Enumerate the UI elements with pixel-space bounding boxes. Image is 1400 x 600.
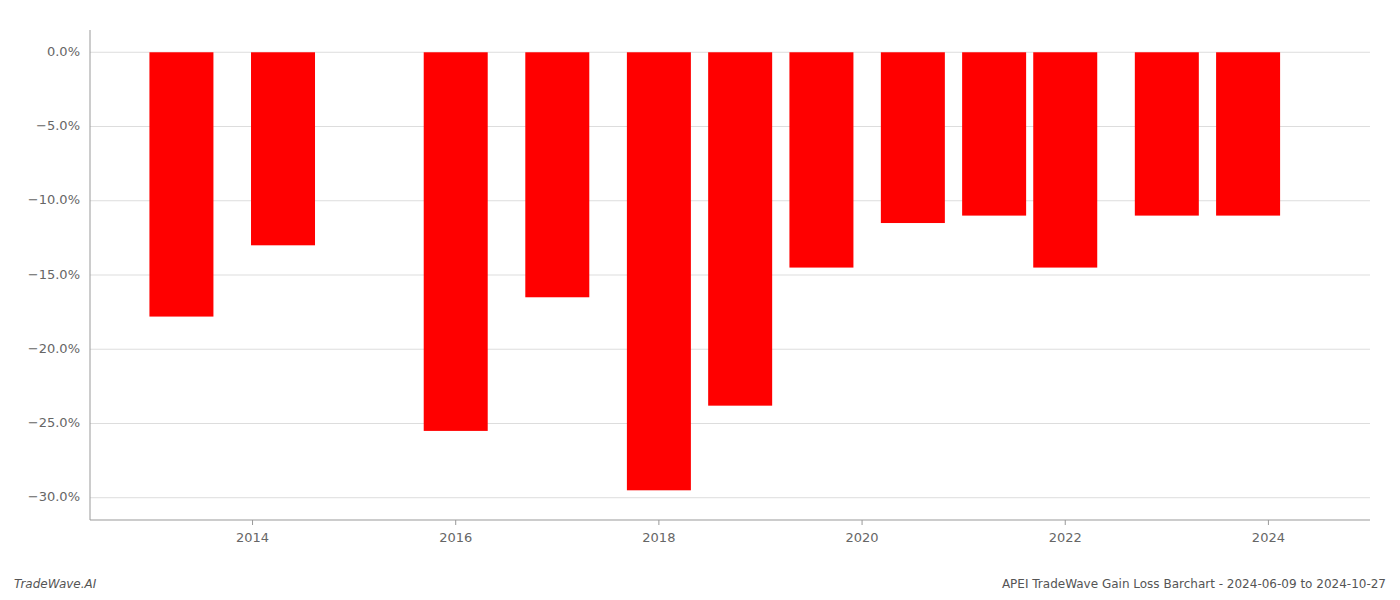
bar [789, 52, 853, 267]
bar [627, 52, 691, 490]
bar [881, 52, 945, 223]
chart: 0.0% −5.0% −10.0% −15.0% −20.0% −25.0% −30.0% 2… [0, 0, 1400, 600]
y-tick-label: −10.0% [28, 192, 80, 207]
x-tick-label: 2024 [1252, 530, 1285, 545]
footer-left: TradeWave.AI [14, 577, 97, 591]
y-tick-label: −20.0% [28, 341, 80, 356]
x-tick [1268, 520, 1269, 525]
bars [149, 52, 1280, 490]
bar [525, 52, 589, 297]
x-tick-label: 2020 [846, 530, 879, 545]
y-tick-label: −30.0% [28, 489, 80, 504]
bar [251, 52, 315, 245]
x-tick-label: 2022 [1049, 530, 1082, 545]
grid-line [90, 497, 1370, 498]
bar [149, 52, 213, 316]
bar [962, 52, 1026, 215]
x-tick [455, 520, 456, 525]
bar [708, 52, 772, 405]
footer-right: APEI TradeWave Gain Loss Barchart - 2024… [1002, 577, 1386, 591]
y-tick-label: −5.0% [36, 118, 80, 133]
x-tick [862, 520, 863, 525]
x-tick-labels: 2014 2016 2018 2020 2022 2024 [236, 520, 1285, 545]
y-tick-labels: 0.0% −5.0% −10.0% −15.0% −20.0% −25.0% −30.0% [28, 44, 80, 504]
y-tick-label: −25.0% [28, 415, 80, 430]
x-tick [1065, 520, 1066, 525]
bar [1216, 52, 1280, 215]
x-tick-label: 2014 [236, 530, 269, 545]
x-tick-label: 2018 [642, 530, 675, 545]
x-tick [658, 520, 659, 525]
y-axis-line [90, 30, 91, 520]
y-grid [90, 52, 1370, 497]
bar [1135, 52, 1199, 215]
bar [424, 52, 488, 431]
x-axis-line [90, 520, 1370, 521]
y-tick-label: −15.0% [28, 267, 80, 282]
x-tick-label: 2016 [439, 530, 472, 545]
bar [1033, 52, 1097, 267]
x-tick [252, 520, 253, 525]
grid-line [90, 423, 1370, 424]
y-tick-label: 0.0% [47, 44, 80, 59]
